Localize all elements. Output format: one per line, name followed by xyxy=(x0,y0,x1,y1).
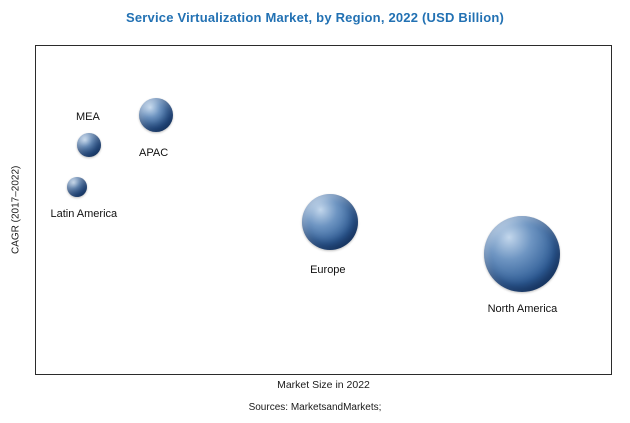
bubble-latin-america xyxy=(66,177,87,198)
bubble-label-europe: Europe xyxy=(310,263,346,276)
y-axis-label: CAGR (2017–2022) xyxy=(10,165,22,255)
bubble-label-mea: MEA xyxy=(75,111,100,124)
chart-title: Service Virtualization Market, by Region… xyxy=(125,10,505,25)
plot-area: Latin America MEA APAC Europe North America xyxy=(35,45,612,375)
x-axis-label: Market Size in 2022 xyxy=(277,379,370,391)
source-note: Sources: MarketsandMarkets; xyxy=(248,402,382,413)
bubble-label-north-america: North America xyxy=(487,302,558,315)
bubble-europe xyxy=(301,193,358,250)
bubble-label-latin-america: Latin America xyxy=(50,208,118,221)
bubble-label-apac: APAC xyxy=(139,146,169,159)
bubble-north-america xyxy=(484,215,561,292)
bubble-mea xyxy=(76,133,101,158)
bubble-apac xyxy=(138,97,173,132)
